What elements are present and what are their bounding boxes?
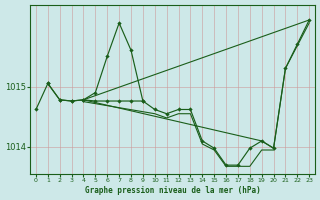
X-axis label: Graphe pression niveau de la mer (hPa): Graphe pression niveau de la mer (hPa) bbox=[85, 186, 260, 195]
